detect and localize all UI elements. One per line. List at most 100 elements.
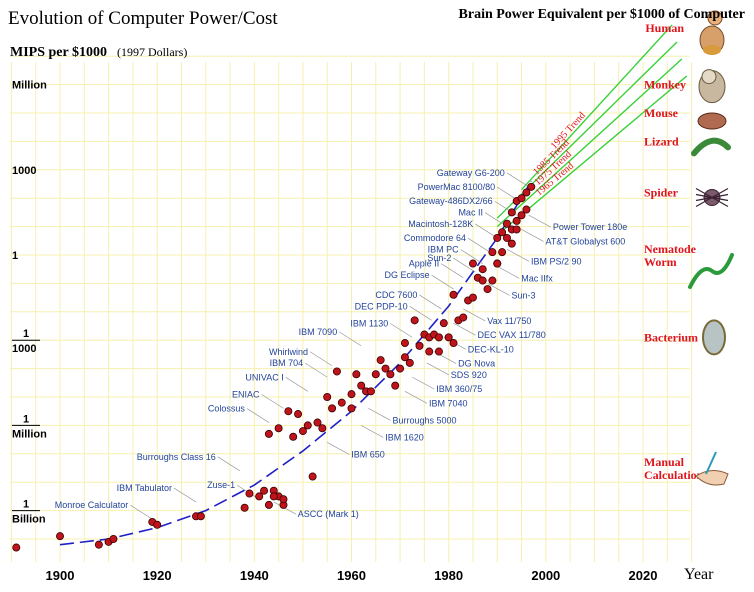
y-tick-denominator: 1000 [12,343,36,355]
x-tick-label: 1900 [46,568,75,583]
y-axis-label-note: (1997 Dollars) [117,45,187,59]
x-axis-ticks: 1900 1920 1940 1960 1980 2000 2020 [46,568,658,583]
data-point [386,370,395,379]
annotation-leader [412,376,435,390]
data-point [425,347,434,356]
machine-label: DG Eclipse [385,270,430,280]
machine-label: Apple II [409,259,440,269]
machine-label: IBM 1130 [350,318,388,328]
data-point [337,398,346,407]
data-point [308,472,317,481]
data-point [405,358,414,367]
annotation-leader [467,237,491,253]
annotation-leader [173,487,197,503]
data-point [274,424,283,433]
brain-label: Monkey [644,78,686,92]
machine-label: IBM PC [428,245,460,255]
data-point [459,313,468,322]
data-point [240,503,249,512]
machine-label: Commodore 64 [404,233,466,243]
hand-icon [695,451,729,486]
annotation-leader [453,257,476,273]
data-point [478,276,487,285]
machine-label: IBM 360/75 [436,384,482,394]
data-point [493,233,502,242]
annotation-leader [285,377,308,392]
machine-label: Zuse-1 [207,480,235,490]
machine-label: DEC PDP-10 [355,301,408,311]
right-title: Brain Power Equivalent per $1000 of Comp… [459,7,745,22]
data-point [522,188,531,197]
data-point [196,512,205,521]
y-tick-label: Million [12,80,47,92]
machine-label: Vax 11/750 [487,316,531,326]
brain-label: Mouse [644,106,679,120]
x-tick-label: 1940 [240,568,269,583]
chart-title: Evolution of Computer Power/Cost [8,8,278,29]
trend-line [496,58,683,228]
data-point [347,404,356,413]
data-point [512,216,521,225]
brain-label: Human [645,21,684,35]
machine-label: ASCC (Mark 1) [298,509,359,519]
data-point [328,404,337,413]
annotation-leader [521,229,544,242]
machine-label: IBM 650 [351,449,385,459]
machine-label: Colossus [208,404,246,414]
machine-label: IBM 7090 [299,327,338,337]
data-point [289,432,298,441]
data-point [517,211,526,220]
data-point [255,492,264,501]
brain-label: Nematode [644,242,697,256]
data-point [444,333,453,342]
brain-label: Lizard [644,134,679,148]
y-tick-label: 1 [12,250,18,262]
machine-label: IBM Tabulator [117,483,172,493]
data-point [94,540,103,549]
monkey-icon [698,69,726,104]
annotation-leader [246,408,270,423]
data-point [264,429,273,438]
brain-label: Calculation [644,468,704,482]
data-point [517,194,526,203]
data-point [245,489,254,498]
data-point [439,319,448,328]
brain-equivalents: Human Monkey Mouse Lizard Spider NematodeWorm… [644,21,704,482]
machine-label: Gateway G6-200 [437,168,505,178]
data-point [415,341,424,350]
brain-label: Manual [644,455,685,469]
historical-trend-curve [59,180,532,546]
annotation-leader [305,362,328,378]
annotation-leader [453,322,476,336]
data-point [352,370,361,379]
machine-annotations: Gateway G6-200 PowerMac 8100/80 Gateway-48… [55,168,627,519]
data-point [502,219,511,228]
data-point [366,387,375,396]
data-point [279,495,288,504]
data-point [400,353,409,362]
y-tick-numerator: 1 [23,413,29,425]
machine-label: Power Tower 180e [553,222,627,232]
data-point [483,285,492,294]
x-tick-label: 1960 [337,568,366,583]
y-tick-numerator: 1 [23,328,29,340]
machine-label: AT&T Globalyst 600 [546,236,626,246]
data-point [284,407,293,416]
data-point [468,259,477,268]
machine-label: CDC 7600 [375,290,417,300]
x-tick-label: 2020 [629,568,658,583]
data-point [449,339,458,348]
machine-label: IBM 704 [270,358,304,368]
annotation-leader [409,306,432,321]
data-point [502,233,511,242]
data-point [294,410,303,419]
annotation-leader [431,274,454,290]
machine-label: IBM 7040 [429,398,468,408]
machine-label: Burroughs Class 16 [137,452,216,462]
data-point [507,208,516,217]
creature-icons [688,10,734,486]
worm-icon [688,253,734,289]
x-tick-label: 1920 [143,568,172,583]
annotation-leader [339,331,362,347]
